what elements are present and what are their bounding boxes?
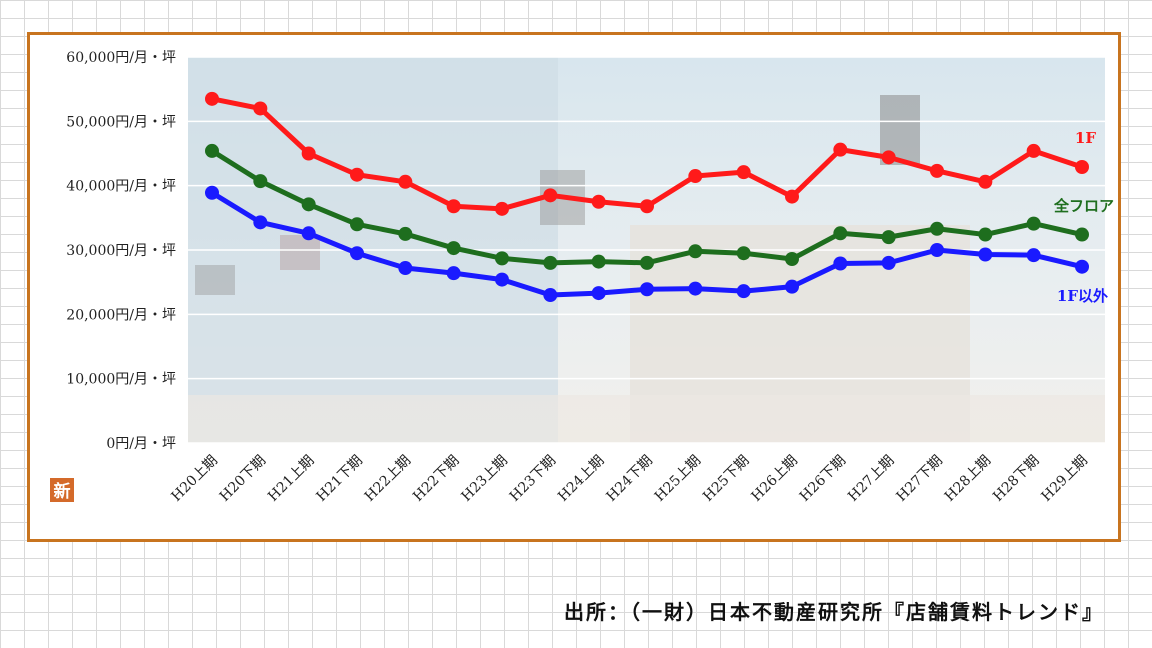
data-point	[688, 169, 703, 184]
series-label: 全フロア	[1053, 197, 1114, 215]
grid-lines	[188, 56, 1105, 444]
data-point	[785, 279, 799, 294]
data-point	[301, 197, 316, 212]
x-tick-label: H20下期	[217, 453, 269, 505]
series-label: 1F以外	[1057, 287, 1108, 305]
data-point	[446, 266, 461, 281]
x-tick-label: H21上期	[265, 453, 317, 505]
data-point	[350, 217, 364, 232]
data-point	[881, 230, 896, 245]
data-point	[398, 174, 413, 189]
data-point	[736, 246, 751, 261]
data-point	[881, 150, 896, 165]
y-tick-label: 40,000円/月・坪	[66, 179, 176, 195]
data-point	[446, 199, 461, 214]
data-point	[1075, 259, 1089, 274]
data-point	[495, 272, 509, 287]
data-point	[398, 226, 413, 241]
source-note: 出所：（一財）日本不動産研究所『店舗賃料トレンド』	[564, 600, 1104, 624]
data-point	[833, 142, 848, 157]
data-point	[833, 226, 848, 241]
data-point	[446, 241, 461, 256]
x-tick-label: H26下期	[797, 453, 849, 505]
data-point	[591, 194, 606, 209]
x-tick-label: H21下期	[313, 453, 365, 505]
data-point	[350, 167, 364, 182]
data-point	[301, 226, 316, 241]
data-point	[1026, 143, 1041, 158]
data-point	[543, 288, 558, 303]
x-tick-label: H20上期	[168, 453, 220, 505]
line-chart: 0円/月・坪 10,000円/月・坪 20,000円/月・坪 30,000円/月・坪 4…	[50, 50, 1114, 505]
y-tick-label: 20,000円/月・坪	[66, 307, 176, 323]
y-tick-label: 0円/月・坪	[106, 436, 176, 452]
x-tick-label: H23下期	[507, 453, 559, 505]
x-tick-label: H25下期	[700, 453, 752, 505]
data-point	[591, 286, 606, 301]
data-point	[398, 261, 413, 276]
series-2	[205, 143, 1089, 270]
data-point	[640, 282, 654, 297]
y-tick-label: 50,000円/月・坪	[66, 114, 176, 130]
data-point	[978, 174, 993, 189]
x-tick-label: H22上期	[362, 453, 414, 505]
data-point	[930, 243, 944, 257]
data-point	[978, 227, 993, 242]
data-point	[495, 251, 509, 266]
x-tick-label: H27上期	[845, 453, 897, 505]
x-tick-label: H29上期	[1038, 453, 1090, 505]
data-point	[688, 244, 703, 259]
x-tick-label: H28上期	[942, 453, 994, 505]
series-labels: 1F 全フロア 1F以外	[1053, 129, 1114, 305]
data-point	[881, 255, 896, 270]
data-point	[930, 163, 944, 178]
data-point	[253, 174, 268, 189]
series-3	[205, 185, 1089, 303]
data-point	[205, 185, 219, 200]
x-tick-label: H24上期	[555, 453, 607, 505]
data-point	[350, 246, 364, 261]
x-tick-label: H23上期	[458, 453, 510, 505]
data-point	[1026, 216, 1041, 231]
data-point	[640, 199, 654, 214]
x-tick-label: H27下期	[893, 453, 945, 505]
y-axis-ticks: 0円/月・坪 10,000円/月・坪 20,000円/月・坪 30,000円/月・坪 4…	[66, 50, 176, 452]
data-point	[640, 255, 654, 270]
y-tick-label: 60,000円/月・坪	[66, 50, 176, 66]
data-point	[1075, 227, 1089, 242]
data-point	[688, 281, 703, 296]
x-tick-label: H25上期	[652, 453, 704, 505]
y-tick-label: 10,000円/月・坪	[66, 372, 176, 388]
data-point	[301, 146, 316, 161]
data-point	[591, 254, 606, 269]
series-label: 1F	[1075, 129, 1096, 147]
x-tick-label: H24下期	[603, 453, 655, 505]
data-point	[833, 256, 848, 271]
data-point	[495, 201, 509, 216]
data-point	[1026, 248, 1041, 263]
data-point	[736, 165, 751, 180]
new-badge: 新	[50, 478, 74, 502]
x-tick-label: H22下期	[410, 453, 462, 505]
data-point	[253, 101, 268, 116]
x-tick-label: H26上期	[748, 453, 800, 505]
x-tick-label: H28下期	[990, 453, 1042, 505]
data-point	[543, 188, 558, 203]
chart-frame: 0円/月・坪 10,000円/月・坪 20,000円/月・坪 30,000円/月・坪 4…	[27, 32, 1121, 542]
data-point	[1075, 160, 1089, 175]
data-point	[543, 255, 558, 270]
x-axis-ticks: H20上期H20下期H21上期H21下期H22上期H22下期H23上期H23下期…	[168, 453, 1090, 505]
data-point	[785, 252, 799, 267]
series-1	[205, 91, 1089, 216]
new-badge-label: 新	[54, 481, 71, 502]
y-tick-label: 30,000円/月・坪	[66, 243, 176, 259]
data-point	[205, 143, 219, 158]
data-point	[978, 247, 993, 262]
data-point	[736, 284, 751, 299]
data-point	[930, 221, 944, 236]
data-point	[205, 91, 219, 106]
series-group	[205, 91, 1089, 303]
data-point	[785, 189, 799, 204]
data-point	[253, 215, 268, 230]
